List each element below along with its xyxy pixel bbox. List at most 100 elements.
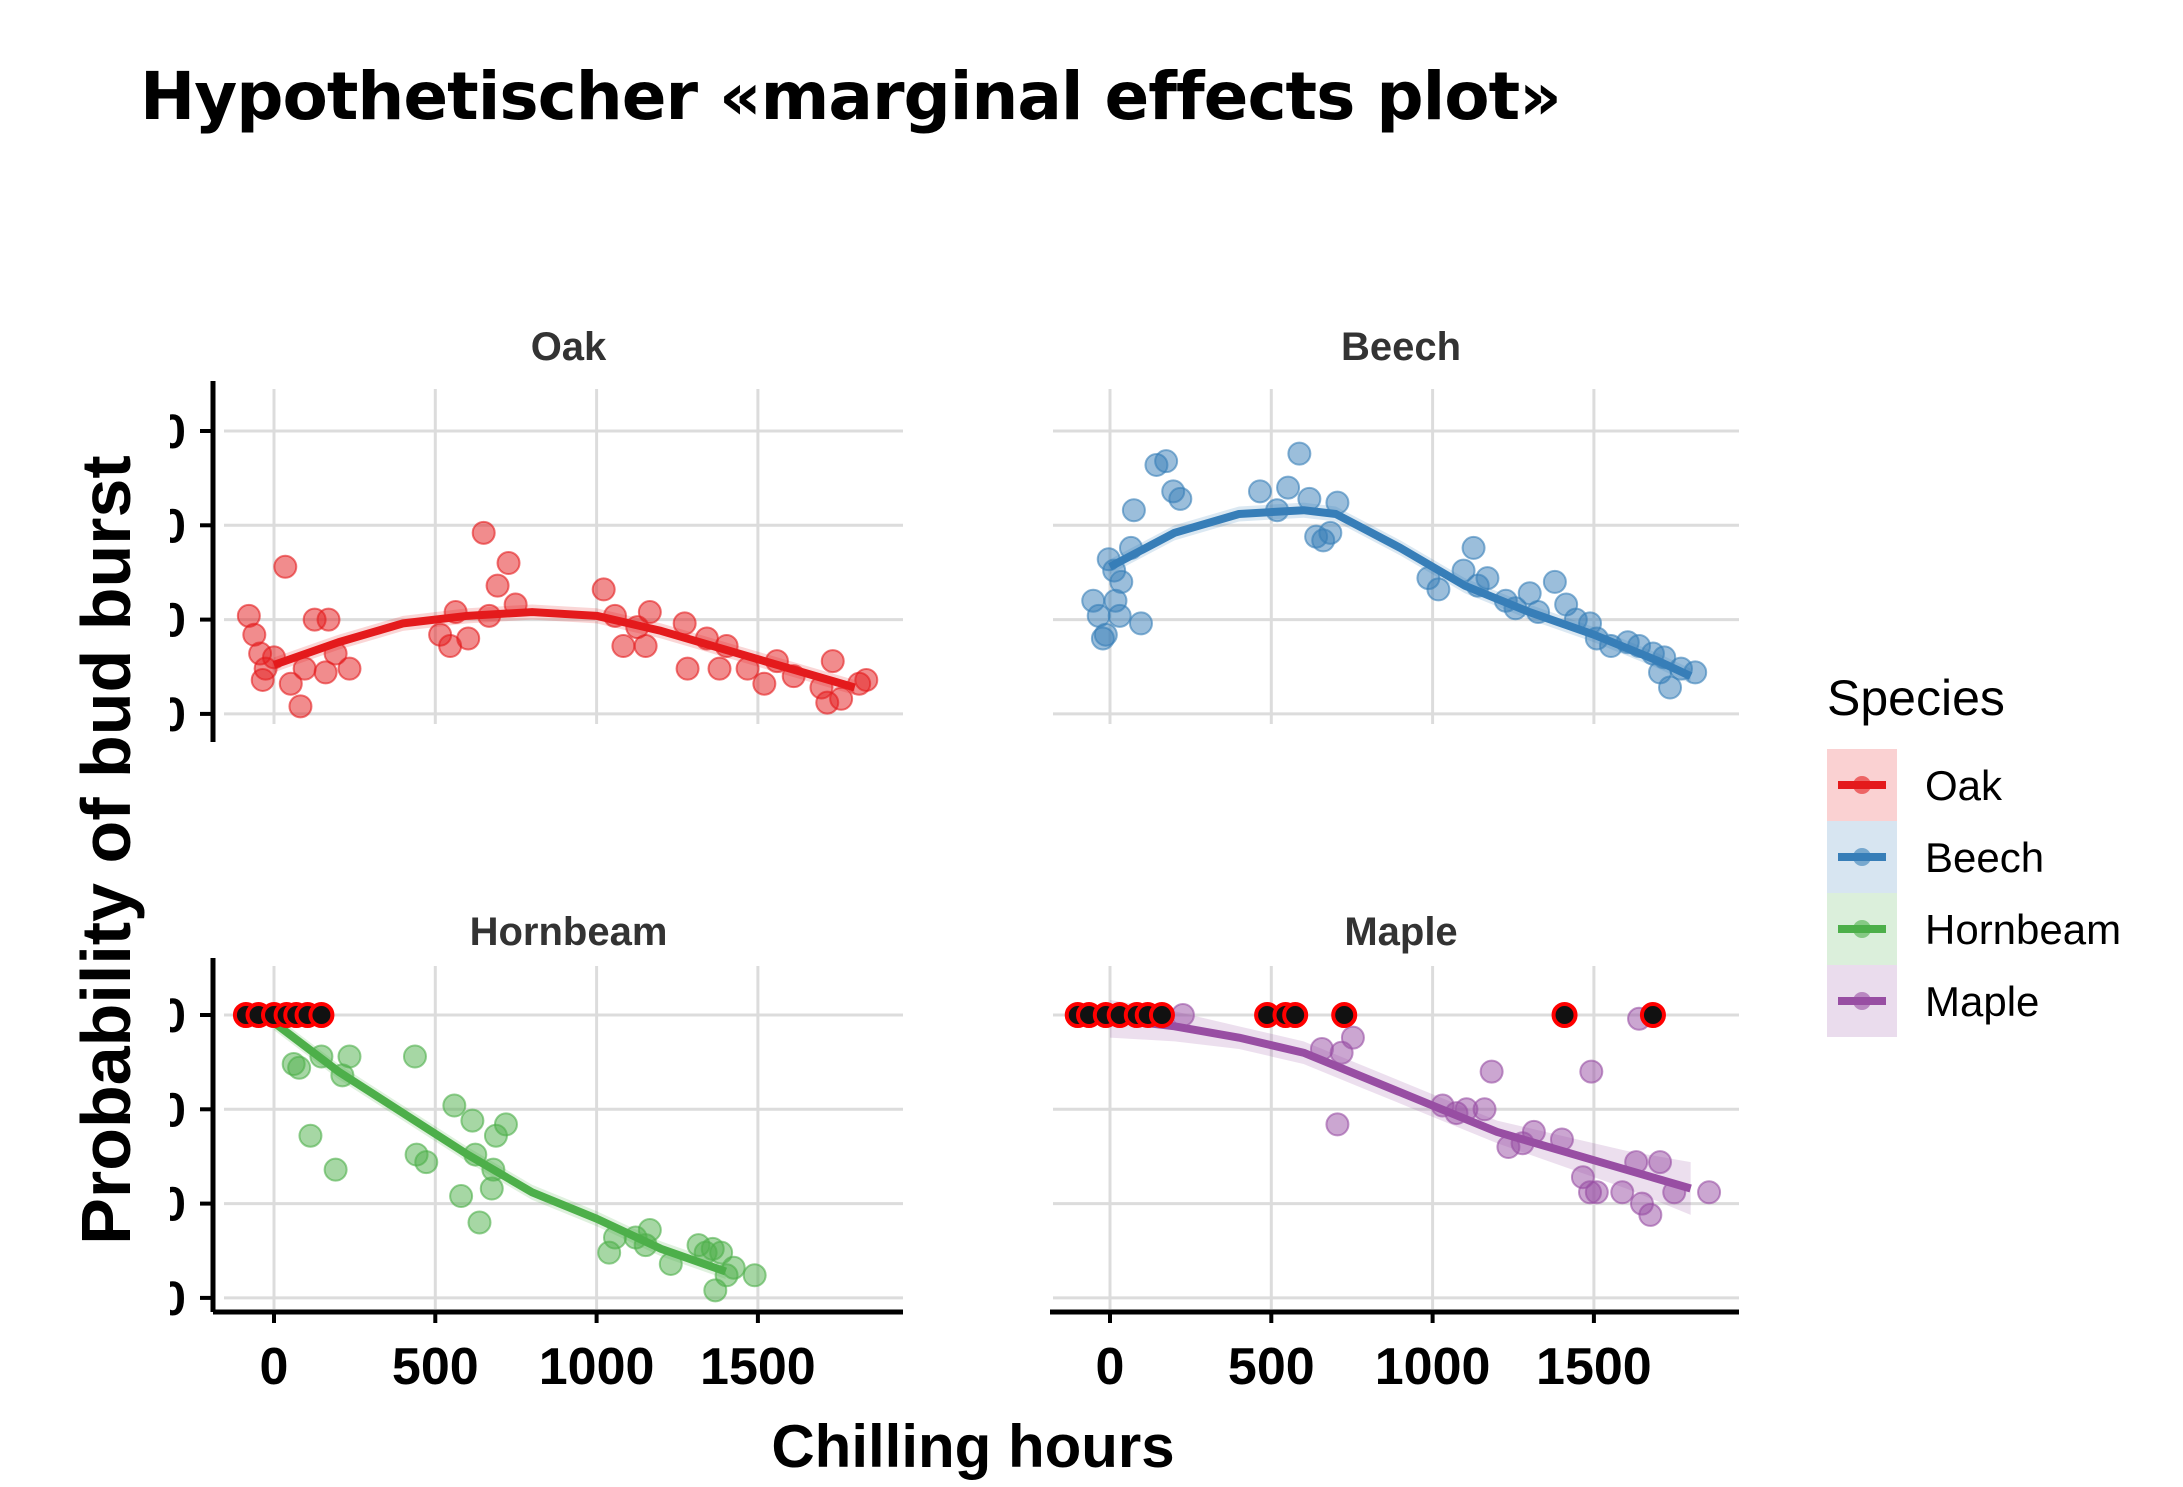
legend-label: Hornbeam — [1925, 906, 2121, 953]
x-tick-label: 1000 — [1375, 1338, 1491, 1396]
x-axis-title: Chilling hours — [771, 1413, 1174, 1480]
data-point — [1128, 611, 1153, 636]
data-point — [1090, 626, 1115, 651]
legend-item-hornbeam: Hornbeam — [1827, 893, 2121, 965]
y-tick-label: 0 — [159, 595, 186, 648]
data-point — [1610, 1180, 1635, 1205]
data-point — [591, 577, 616, 602]
data-point — [1584, 1180, 1609, 1205]
data-point — [633, 634, 658, 659]
saturated-point — [1551, 1002, 1578, 1028]
data-point — [278, 671, 303, 696]
confidence-ribbon — [274, 604, 855, 696]
data-point — [456, 626, 481, 651]
data-point — [273, 554, 298, 579]
y-tick-label: 0 — [159, 990, 186, 1043]
data-point — [637, 600, 662, 625]
data-point — [1697, 1180, 1722, 1205]
panel-title: Oak — [531, 325, 607, 369]
panel-oak: Oak 0 0 0 0 — [159, 325, 903, 742]
legend-key-point — [1853, 848, 1871, 866]
y-tick-label: 0 — [159, 500, 186, 553]
data-point — [1121, 498, 1146, 523]
data-point — [1426, 577, 1451, 602]
data-point — [1248, 479, 1273, 504]
data-point — [1168, 486, 1193, 511]
data-point — [1479, 1059, 1504, 1084]
legend-key-point — [1853, 920, 1871, 938]
data-point — [854, 667, 879, 692]
data-point — [1329, 1040, 1354, 1065]
data-point — [675, 656, 700, 681]
legend-item-beech: Beech — [1827, 821, 2044, 893]
saturated-point — [1639, 1002, 1666, 1028]
data-point — [1658, 675, 1683, 700]
legend-item-oak: Oak — [1827, 749, 2003, 821]
legend-key-point — [1853, 776, 1871, 794]
data-point — [1461, 535, 1486, 560]
data-point — [316, 607, 341, 632]
legend-title: Species — [1827, 670, 2005, 726]
data-point — [820, 649, 845, 674]
legend-label: Maple — [1925, 978, 2039, 1025]
data-point — [1107, 603, 1132, 628]
y-tick-label: 0 — [159, 1179, 186, 1232]
data-point — [1325, 1112, 1350, 1137]
fit-line — [1108, 506, 1693, 680]
fit-line — [1109, 1014, 1692, 1193]
data-point — [250, 667, 275, 692]
data-point — [742, 1263, 767, 1288]
data-point — [496, 551, 521, 576]
legend-label: Beech — [1925, 834, 2044, 881]
data-point — [1318, 520, 1343, 545]
panel-title: Beech — [1341, 325, 1461, 369]
panel-title: Hornbeam — [470, 910, 668, 954]
data-point — [337, 656, 362, 681]
panel-maple: Maple 0 500 1000 1500 — [1050, 910, 1739, 1396]
legend-item-maple: Maple — [1827, 965, 2039, 1037]
data-point — [287, 1055, 312, 1080]
data-point — [752, 671, 777, 696]
data-point — [471, 520, 496, 545]
fit-line — [271, 1019, 727, 1276]
panel-hornbeam: Hornbeam 0 0 0 0 0 500 1000 1500 — [159, 910, 903, 1396]
data-point — [313, 660, 338, 685]
page-title: Hypothetischer «marginal effects plot» — [140, 58, 1562, 135]
x-tick-label: 1000 — [539, 1338, 655, 1396]
data-point — [1475, 566, 1500, 591]
data-point — [1154, 449, 1179, 474]
y-tick-label: 0 — [159, 406, 186, 459]
data-point — [1579, 1059, 1604, 1084]
data-point — [707, 656, 732, 681]
data-point — [479, 1176, 504, 1201]
y-tick-label: 0 — [159, 1084, 186, 1137]
data-point — [298, 1123, 323, 1148]
x-tick-label: 1500 — [1536, 1338, 1652, 1396]
x-tick-label: 1500 — [700, 1338, 816, 1396]
x-tick-label: 500 — [1228, 1338, 1315, 1396]
data-point — [288, 694, 313, 719]
saturated-point — [308, 1002, 335, 1028]
data-point — [402, 1044, 427, 1069]
data-point — [1648, 1150, 1673, 1175]
data-point — [414, 1150, 439, 1175]
y-tick-label: 0 — [159, 689, 186, 742]
y-tick-label: 0 — [159, 1273, 186, 1326]
x-tick-label: 0 — [260, 1338, 289, 1396]
data-point — [829, 686, 854, 711]
data-point — [1287, 441, 1312, 466]
data-point — [1638, 1202, 1663, 1227]
data-point — [460, 1108, 485, 1133]
data-point — [323, 1157, 348, 1182]
data-point — [485, 573, 510, 598]
data-point — [442, 1093, 467, 1118]
data-point — [449, 1184, 474, 1209]
saturated-point — [1148, 1002, 1175, 1028]
saturated-point — [1331, 1002, 1358, 1028]
panel-title: Maple — [1344, 910, 1457, 954]
data-point — [1542, 569, 1567, 594]
x-tick-label: 0 — [1096, 1338, 1125, 1396]
legend-key-point — [1853, 992, 1871, 1010]
